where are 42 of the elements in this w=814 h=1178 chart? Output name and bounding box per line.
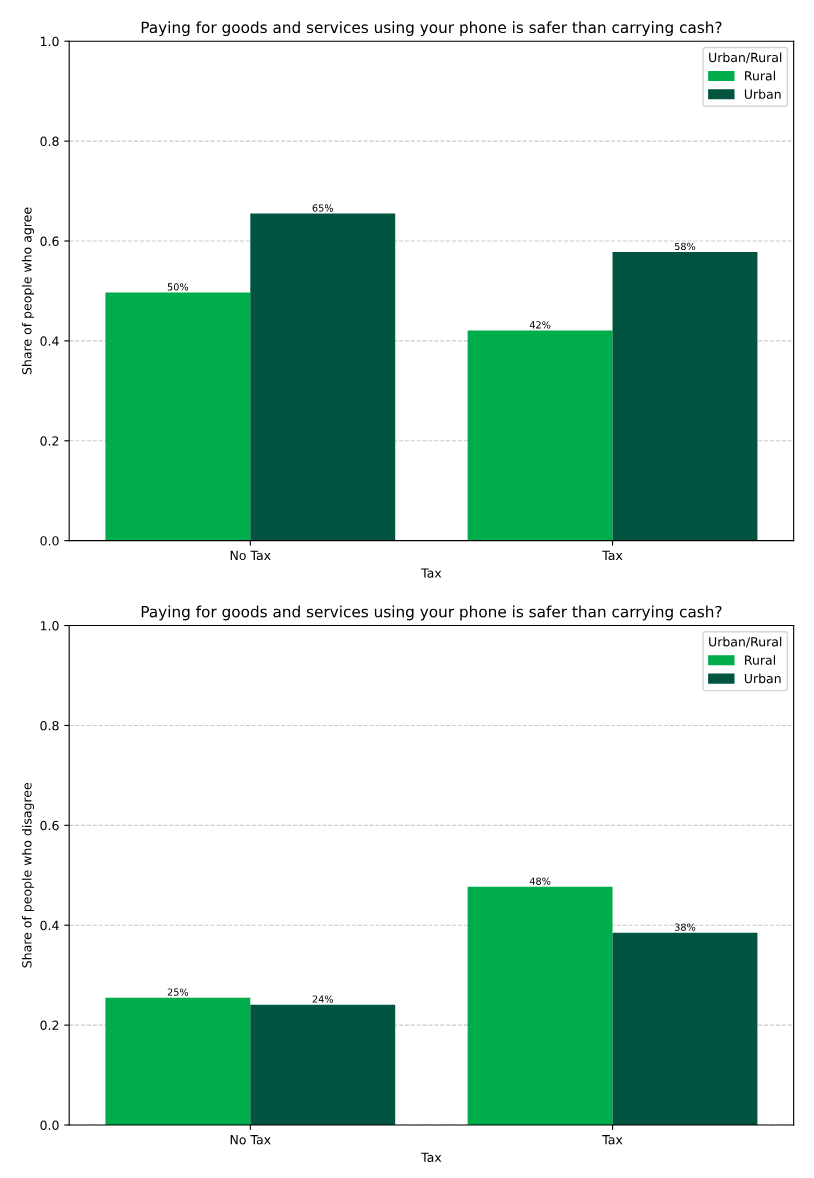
bar [105, 292, 251, 541]
data-label: 58% [674, 242, 696, 251]
y-tick-label: 0.6 [40, 820, 59, 831]
y-tick-label: 0.8 [40, 720, 59, 731]
chart-title: Paying for goods and services using your phone is safer than carrying cash? [141, 21, 722, 37]
x-tick-label: No Tax [230, 1135, 271, 1145]
y-tick-label: 0.8 [40, 136, 59, 147]
bar [250, 213, 396, 541]
y-tick-label: 0.4 [40, 336, 59, 346]
x-axis-title: Tax [421, 568, 442, 578]
y-axis-title: Share of people who disagree [21, 782, 35, 968]
bar [612, 251, 758, 541]
y-axis-title: Share of people who agree [21, 207, 35, 375]
legend-label: Rural [745, 655, 775, 665]
data-label: 25% [167, 988, 189, 996]
y-tick-label: 0.2 [40, 436, 59, 446]
legend-title: Urban/Rural [709, 52, 782, 64]
data-label: 38% [674, 923, 696, 931]
bar [612, 932, 758, 1125]
y-tick-label: 0.2 [40, 1020, 59, 1031]
data-label: 24% [312, 995, 334, 1003]
data-label: 42% [529, 321, 551, 329]
x-tick-label: No Tax [230, 550, 271, 561]
legend-label: Urban [744, 89, 781, 99]
legend-title: Urban/Rural [709, 636, 782, 648]
y-tick-label: 0.0 [40, 536, 59, 546]
y-tick-label: 1.0 [40, 36, 59, 47]
data-label: 65% [312, 204, 334, 212]
data-label: 50% [167, 283, 189, 291]
bar [467, 886, 613, 1125]
bar [467, 330, 613, 541]
y-tick-label: 0.0 [40, 1120, 59, 1130]
bar [250, 1004, 396, 1125]
chart-title: Paying for goods and services using your phone is safer than carrying cash? [141, 605, 722, 621]
y-tick-label: 0.6 [40, 236, 59, 246]
y-tick-label: 0.4 [40, 920, 59, 931]
legend-label: Rural [745, 70, 775, 81]
legend-label: Urban [744, 673, 781, 684]
bar [105, 997, 251, 1125]
x-axis-title: Tax [421, 1152, 442, 1163]
y-tick-label: 1.0 [40, 621, 59, 631]
data-label: 48% [529, 877, 551, 885]
